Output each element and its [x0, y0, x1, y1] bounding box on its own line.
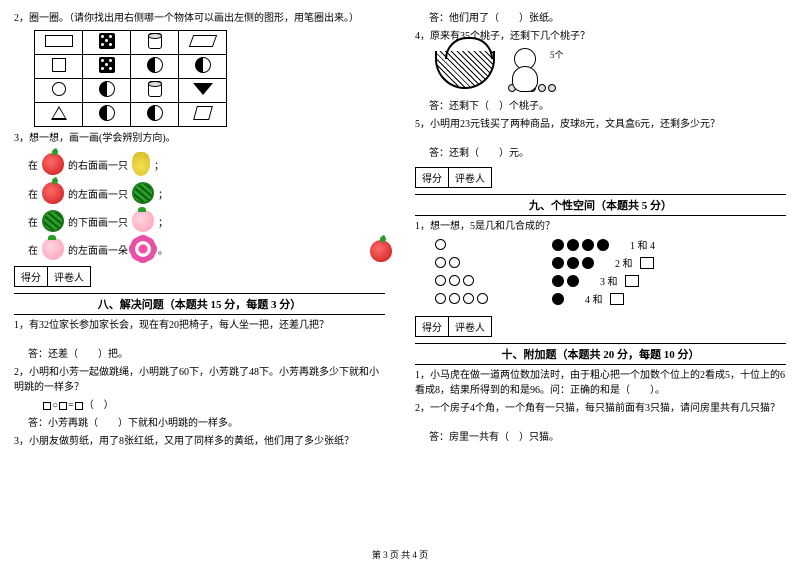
q8-3: 3，小朋友做剪纸，用了8张红纸，又用了同样多的黄纸，他们用了多少张纸？: [14, 434, 385, 449]
melon-icon: [132, 182, 154, 204]
floating-apple-icon: [370, 240, 392, 262]
section-8-title: 八、解决问题（本题共 15 分，每题 3 分）: [14, 296, 385, 312]
q8-2-equation: ○=（ ）: [14, 398, 385, 413]
score-box-9: 得分 评卷人: [415, 167, 786, 188]
apple-icon: [42, 153, 64, 175]
q10-2: 2，一个房子4个角，一个角有一只猫，每只猫前面有3只猫，请问房里共有几只猫？: [415, 401, 786, 416]
q10-2-answer: 答：房里一共有（ ）只猫。: [415, 430, 786, 445]
section-9-title: 九、个性空间（本题共 5 分）: [415, 197, 786, 213]
q2-text: 2，圈一圈。（请你找出用右侧哪一个物体可以画出左侧的图形，用笔圈出来。）: [14, 11, 385, 26]
q8-3-answer: 答：他们用了（ ）张纸。: [415, 11, 786, 26]
apple-icon: [42, 182, 64, 204]
q8-2-answer: 答：小芳再跳（ ）下就和小明跳的一样多。: [14, 416, 385, 431]
fruit-row-1: 在 的右面画一只 ；: [28, 152, 385, 176]
answer-box[interactable]: [640, 257, 654, 269]
q8-2: 2，小明和小芳一起做跳绳，小明跳了60下，小芳跳了48下。小芳再跳多少下就和小明…: [14, 365, 385, 395]
dots-row-1: 1 和 4: [435, 237, 786, 252]
page-footer: 第 3 页 共 4 页: [0, 548, 800, 561]
fruit-row-2: 在 的左面画一只 ；: [28, 182, 385, 204]
monkey-illustration: 5个: [435, 48, 786, 95]
dots-row-2: 2 和: [435, 255, 786, 270]
q3-text: 3，想一想，画一画(学会辨别方向)。: [14, 131, 385, 146]
fruit-row-4: 在 的左面画一朵 。: [28, 238, 385, 260]
score-box-8: 得分 评卷人: [14, 266, 385, 287]
answer-box[interactable]: [610, 293, 624, 305]
score-box-10: 得分 评卷人: [415, 316, 786, 337]
q5-answer: 答：还剩（ ）元。: [415, 146, 786, 161]
melon-icon: [42, 210, 64, 232]
flower-icon: [132, 238, 154, 260]
q4-answer: 答：还剩下（ ）个桃子。: [415, 99, 786, 114]
peach-icon: [132, 210, 154, 232]
q10-1: 1，小马虎在做一道两位数加法时，由于粗心把一个加数个位上的2看成5，十位上的6看…: [415, 368, 786, 398]
q8-1: 1，有32位家长参加家长会，现在有20把椅子，每人坐一把，还差几把？: [14, 318, 385, 333]
shape-grid: [34, 30, 227, 127]
monkey-icon: [504, 48, 544, 92]
q8-1-answer: 答：还差（ ）把。: [14, 347, 385, 362]
q9-1: 1，想一想，5是几和几合成的？: [415, 219, 786, 234]
q5-text: 5，小明用23元钱买了两种商品，皮球8元，文具盒6元，还剩多少元？: [415, 117, 786, 132]
fruit-row-3: 在 的下面画一只 ；: [28, 210, 385, 232]
answer-box[interactable]: [625, 275, 639, 287]
peach-icon: [42, 238, 64, 260]
dots-row-4: 4 和: [435, 291, 786, 306]
pear-icon: [132, 152, 150, 176]
basket-icon: [435, 51, 495, 89]
section-10-title: 十、附加题（本题共 20 分，每题 10 分）: [415, 346, 786, 362]
dots-row-3: 3 和: [435, 273, 786, 288]
